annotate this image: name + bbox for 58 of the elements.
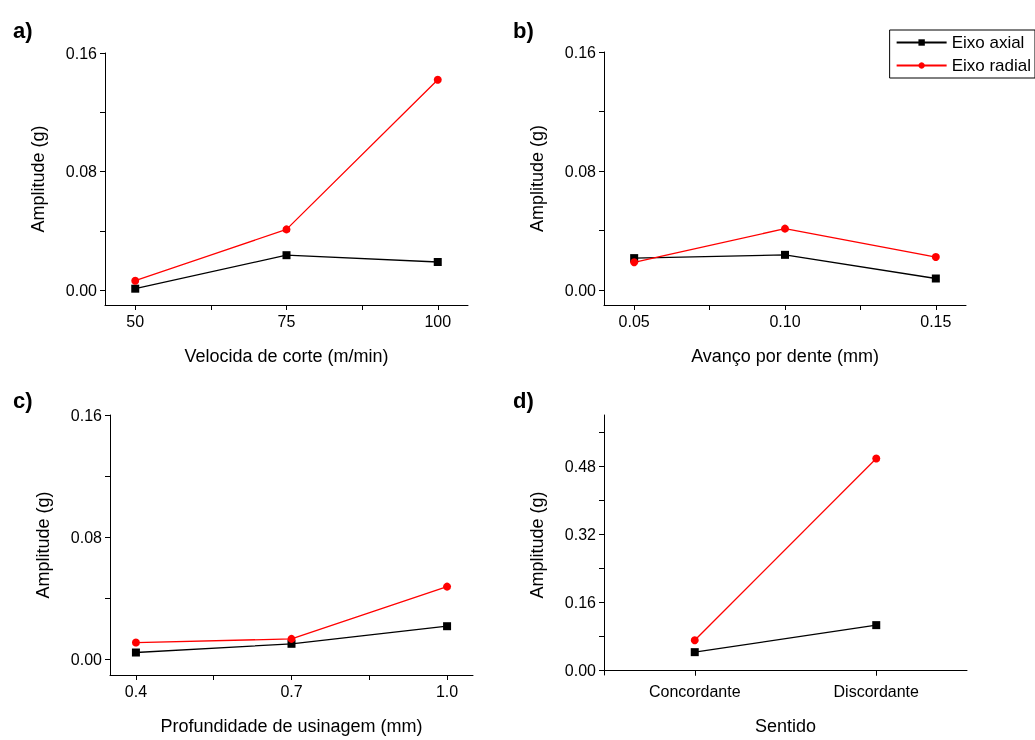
point [282,251,291,260]
chart-title: d) [513,387,534,413]
point [131,276,140,285]
point [872,621,881,630]
y-tick-label: 0.00 [65,281,98,299]
y-axis-title: Amplitude (g) [527,491,547,599]
y-axis-title: Amplitude (g) [527,124,547,233]
point [443,622,452,631]
point [931,274,940,283]
y-tick-label: 0.16 [70,406,103,424]
point [433,75,442,84]
x-tick-label: 75 [277,312,296,330]
x-tick-label: 0.4 [124,682,148,700]
point [433,258,442,267]
y-tick-label: 0.32 [564,525,597,543]
y-tick-label: 0.00 [70,651,103,669]
x-tick-label: 0.15 [920,312,952,330]
y-tick-label: 0.16 [564,43,597,61]
point [131,284,140,293]
y-tick-label: 0.08 [70,528,103,546]
legend-label: Eixo axial [951,33,1025,52]
x-tick-label: Discordante [833,682,920,700]
point [781,250,789,259]
y-tick-label: 0.48 [564,457,597,475]
point [131,638,140,647]
point [872,454,881,463]
point [781,224,789,233]
point [287,634,296,643]
point [931,253,940,262]
x-tick-label: 100 [424,312,452,330]
x-tick-label: Concordante [648,682,741,700]
x-tick-label: 0.10 [769,312,801,330]
point [131,648,140,657]
x-axis-title: Profundidade de usinagem (mm) [160,716,423,736]
y-axis-title: Amplitude (g) [33,491,53,599]
x-tick-label: 0.7 [280,682,303,700]
x-tick-label: 0.05 [618,312,650,330]
point [443,582,452,591]
point [690,648,699,657]
chart-title: b) [513,17,534,43]
legend-label: Eixo radial [951,56,1031,75]
y-tick-label: 0.16 [564,594,597,612]
x-tick-label: 50 [126,312,145,330]
x-axis-title: Avanço por dente (mm) [691,346,879,366]
point [630,258,639,267]
chart-title: c) [13,387,33,413]
y-tick-label: 0.00 [564,281,597,299]
x-axis-title: Velocida de corte (m/min) [184,346,389,366]
point [282,225,291,234]
point [690,636,699,645]
y-tick-label: 0.00 [564,662,597,680]
y-tick-label: 0.08 [65,163,98,181]
x-tick-label: 1.0 [435,682,459,700]
y-tick-label: 0.16 [65,44,98,62]
x-axis-title: Sentido [754,716,817,736]
chart-title: a) [13,17,33,43]
y-tick-label: 0.08 [564,162,597,180]
y-axis-title: Amplitude (g) [28,125,48,233]
